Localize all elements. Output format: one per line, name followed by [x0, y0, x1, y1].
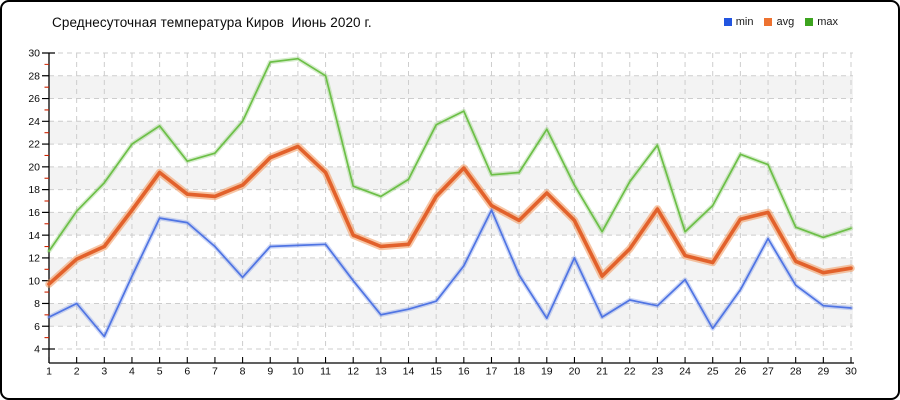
svg-text:15: 15 [430, 366, 442, 378]
svg-text:18: 18 [513, 366, 525, 378]
svg-text:20: 20 [28, 161, 40, 173]
legend-label: max [817, 16, 838, 28]
x-axis-labels: 1 2 3 4 5 6 7 8 9 10 11 12 13 14 15 16 17 18 19 20 21 22 23 24 2… [46, 366, 857, 378]
svg-text:20: 20 [569, 366, 581, 378]
svg-text:4: 4 [129, 366, 135, 378]
svg-text:24: 24 [679, 366, 691, 378]
svg-text:16: 16 [28, 207, 40, 219]
svg-text:26: 26 [735, 366, 747, 378]
legend: min avg max [723, 16, 838, 28]
legend-swatch-min [723, 18, 732, 26]
legend-item-max: max [805, 16, 838, 28]
svg-text:28: 28 [28, 70, 40, 82]
axes [48, 53, 854, 364]
svg-text:16: 16 [458, 366, 470, 378]
svg-text:30: 30 [845, 366, 857, 378]
svg-text:10: 10 [28, 275, 40, 287]
legend-item-min: min [723, 16, 754, 28]
svg-text:22: 22 [28, 139, 40, 151]
svg-text:1: 1 [46, 366, 52, 378]
legend-swatch-max [805, 18, 814, 26]
chart-title: Среднесуточная температура Киров Июнь 20… [52, 15, 372, 30]
svg-text:22: 22 [624, 366, 636, 378]
svg-text:23: 23 [652, 366, 664, 378]
svg-text:29: 29 [818, 366, 830, 378]
svg-text:13: 13 [375, 366, 387, 378]
svg-text:6: 6 [184, 366, 190, 378]
x-axis-ticks [48, 357, 852, 363]
legend-item-avg: avg [764, 16, 794, 28]
svg-text:19: 19 [541, 366, 553, 378]
svg-text:14: 14 [403, 366, 415, 378]
legend-swatch-avg [764, 18, 773, 26]
y-axis-minor-ticks [44, 63, 49, 339]
series-min [46, 207, 854, 339]
svg-text:5: 5 [157, 366, 163, 378]
svg-text:18: 18 [28, 184, 40, 196]
svg-text:14: 14 [28, 230, 40, 242]
series-max [46, 56, 854, 254]
svg-text:25: 25 [707, 366, 719, 378]
svg-text:28: 28 [790, 366, 802, 378]
svg-text:26: 26 [28, 93, 40, 105]
legend-label: min [735, 16, 754, 28]
plot-bands [49, 75, 853, 327]
legend-label: avg [776, 16, 795, 28]
y-axis-labels: 4 6 8 10 12 14 16 18 20 22 24 26 28 30 [28, 48, 40, 356]
svg-text:8: 8 [240, 366, 246, 378]
svg-text:2: 2 [74, 366, 80, 378]
svg-text:8: 8 [34, 298, 40, 310]
svg-text:4: 4 [34, 344, 40, 356]
svg-text:9: 9 [267, 366, 273, 378]
svg-text:12: 12 [28, 253, 40, 265]
svg-text:11: 11 [320, 366, 331, 378]
svg-text:7: 7 [212, 366, 218, 378]
svg-text:10: 10 [292, 366, 304, 378]
svg-text:27: 27 [762, 366, 774, 378]
svg-text:6: 6 [34, 321, 40, 333]
svg-text:3: 3 [101, 366, 107, 378]
svg-text:30: 30 [28, 48, 40, 60]
svg-text:12: 12 [347, 366, 359, 378]
svg-text:24: 24 [28, 116, 40, 128]
series-avg [45, 142, 855, 288]
svg-text:17: 17 [486, 366, 498, 378]
svg-text:21: 21 [596, 366, 608, 378]
